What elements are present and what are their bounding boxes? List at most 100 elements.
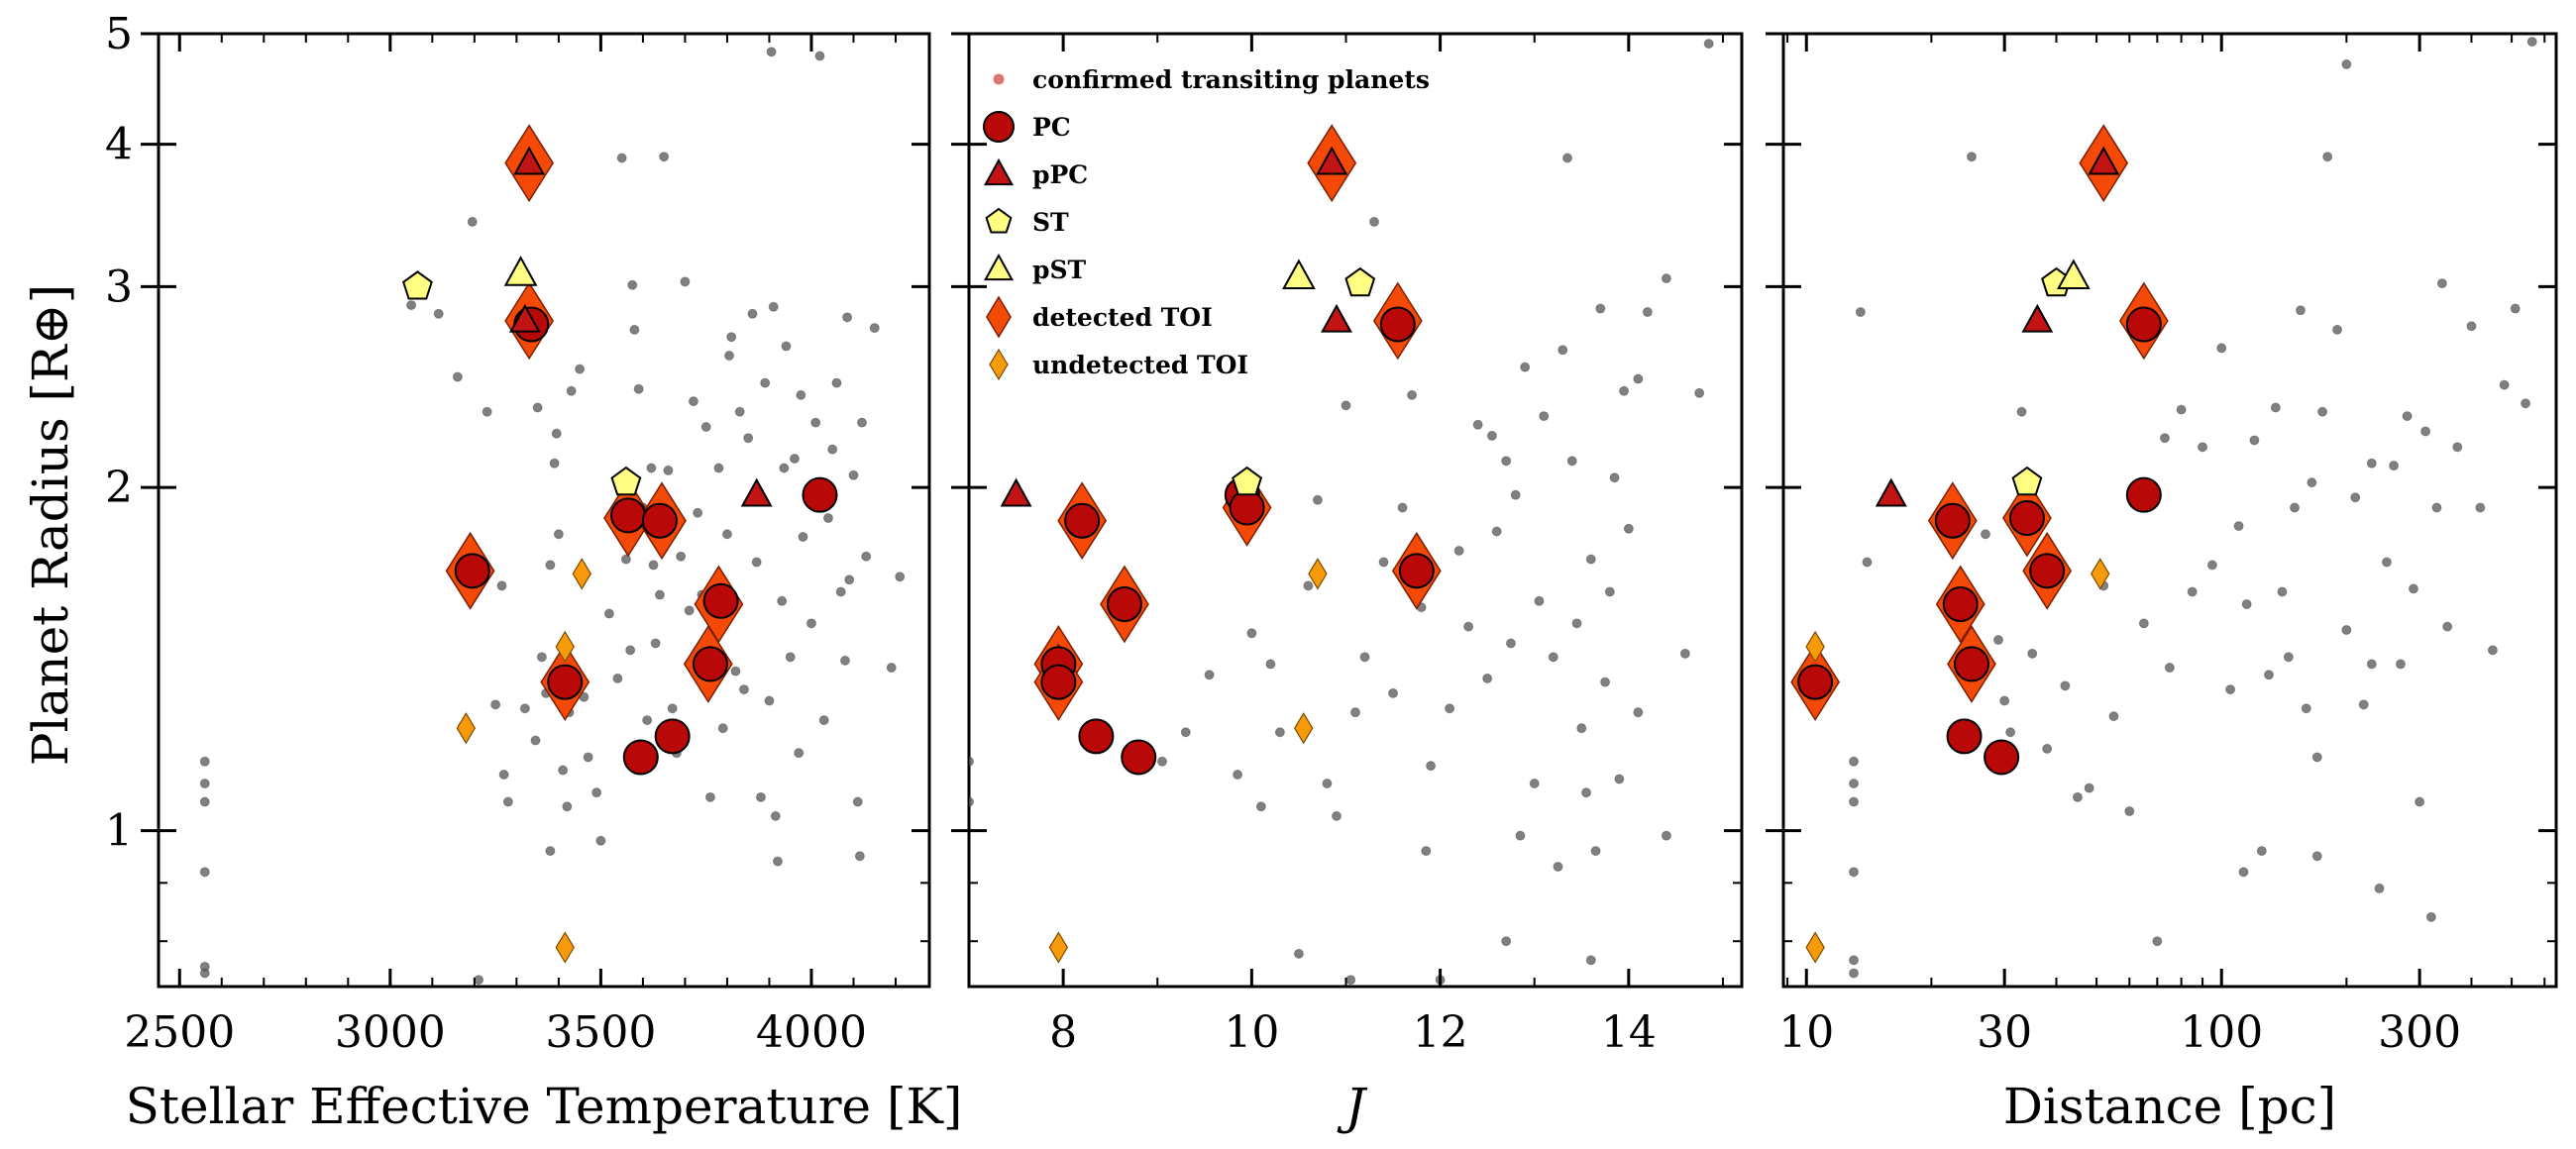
- panel-2-ppc-point-0: [1000, 477, 1032, 507]
- panel-3-confirmed-transiting-planets-point-42: [2295, 305, 2306, 316]
- panel-1-confirmed-transiting-planets-point-33: [591, 787, 602, 798]
- panel-1-confirmed-transiting-planets-point-36: [612, 673, 623, 683]
- panel-1-confirmed-transiting-planets-point-77: [768, 301, 779, 312]
- panel-2-pc-point-5: [1121, 739, 1157, 776]
- panel-2-confirmed-transiting-planets-point-44: [1566, 456, 1577, 467]
- panel-1-pc-point-6: [692, 646, 728, 682]
- panel-1-confirmed-transiting-planets-point-12: [482, 406, 492, 417]
- panel-2-confirmed-transiting-planets-point-27: [1445, 703, 1455, 714]
- panel-3-confirmed-transiting-planets-point-50: [2350, 492, 2361, 503]
- legend-entry-st: ST: [985, 207, 1069, 237]
- legend-entry-undetected-toi: undetected TOI: [989, 348, 1248, 381]
- panel-3-confirmed-transiting-planets-point-71: [2521, 398, 2531, 409]
- panel-3-confirmed-transiting-planets-point-57: [2402, 411, 2413, 422]
- panel-3-confirmed-transiting-planets-point-36: [2256, 846, 2267, 857]
- panel-1-confirmed-transiting-planets-point-84: [789, 453, 800, 464]
- panel-1-confirmed-transiting-planets-point-51: [667, 703, 678, 714]
- panel-3-pc-point-1: [1934, 502, 1971, 539]
- panel-1-confirmed-transiting-planets-point-29: [566, 385, 577, 396]
- panel-1-st-point-0: [402, 270, 433, 300]
- panel-1-ppc-point-2: [740, 477, 773, 507]
- legend-marker-ppc: [984, 157, 1014, 186]
- legend-label-confirmed-transiting-planets: confirmed transiting planets: [1032, 65, 1430, 94]
- panel-1-pc-point-1: [454, 553, 490, 589]
- panel-2-confirmed-transiting-planets-point-53: [1609, 472, 1620, 483]
- panel-3-confirmed-transiting-planets-point-11: [1999, 695, 2010, 706]
- panel-2-confirmed-transiting-planets-point-2: [1157, 756, 1167, 767]
- panel-3-confirmed-transiting-planets-point-68: [2487, 645, 2498, 656]
- panel-1-pc-point-8: [622, 739, 659, 776]
- legend-label-undetected-toi: undetected TOI: [1032, 351, 1248, 379]
- panel-3-confirmed-transiting-planets-point-6: [1855, 307, 1866, 318]
- panel-2-confirmed-transiting-planets-point-36: [1510, 489, 1521, 500]
- panel-2-confirmed-transiting-planets-point-32: [1486, 430, 1497, 441]
- panel-3-frame: [1781, 32, 2558, 989]
- panel-1-confirmed-transiting-planets-point-1: [199, 779, 210, 789]
- panel-2-confirmed-transiting-planets-point-11: [1303, 580, 1314, 591]
- panel-1-confirmed-transiting-planets-point-76: [766, 47, 777, 57]
- panel-1-xtick-label-3: 4000: [756, 1007, 867, 1058]
- panel-1-confirmed-transiting-planets-point-97: [839, 655, 850, 666]
- panel-2-confirmed-transiting-planets-point-10: [1293, 948, 1304, 959]
- panel-2-confirmed-transiting-planets-point-69: [1345, 975, 1356, 986]
- panel-2-confirmed-transiting-planets-point-14: [1331, 810, 1342, 821]
- panel-2-pc-point-4: [1078, 718, 1115, 755]
- panel-3-confirmed-transiting-planets-point-21: [2108, 711, 2119, 722]
- panel-2-confirmed-transiting-planets-point-7: [1255, 801, 1266, 812]
- panel-2-confirmed-transiting-planets-point-6: [1246, 628, 1257, 639]
- panel-3-confirmed-transiting-planets-point-75: [2238, 867, 2249, 878]
- panel-1-confirmed-transiting-planets-point-66: [726, 332, 737, 343]
- panel-2-confirmed-transiting-planets-point-45: [1571, 618, 1582, 629]
- panel-2-confirmed-transiting-planets-point-33: [1491, 526, 1502, 537]
- panel-2-confirmed-transiting-planets-point-63: [1633, 707, 1644, 718]
- panel-2-confirmed-transiting-planets-point-28: [1453, 546, 1464, 557]
- panel-3-pc-point-5: [1953, 646, 1989, 682]
- panel-2-confirmed-transiting-planets-point-15: [1341, 400, 1351, 411]
- panel-2-confirmed-transiting-planets-point-67: [1585, 955, 1596, 966]
- panel-3-undetected-toi-point-0: [2091, 558, 2110, 590]
- panel-3-pc-point-4: [2029, 553, 2066, 589]
- panel-3-confirmed-transiting-planets-point-69: [2499, 379, 2510, 390]
- panel-3-confirmed-transiting-planets-point-10: [1992, 635, 2003, 646]
- panel-1-confirmed-transiting-planets-point-9: [452, 371, 463, 382]
- panel-2-confirmed-transiting-planets-point-65: [1501, 936, 1512, 947]
- panel-1-confirmed-transiting-planets-point-75: [764, 695, 775, 706]
- panel-2-confirmed-transiting-planets-point-41: [1548, 652, 1558, 663]
- panel-1-confirmed-transiting-planets-point-34: [595, 835, 606, 846]
- panel-3-confirmed-transiting-planets-point-1: [1848, 779, 1859, 789]
- panel-3-ppc-point-1: [2021, 303, 2054, 333]
- panel-1-confirmed-transiting-planets-point-82: [781, 341, 792, 352]
- panel-2-confirmed-transiting-planets-point-47: [1581, 787, 1592, 798]
- panel-2-pc-point-0: [1064, 502, 1101, 539]
- panel-1-confirmed-transiting-planets-point-104: [861, 551, 872, 562]
- y-tick-label-1: 2: [105, 463, 133, 513]
- panel-3-confirmed-transiting-planets-point-51: [2358, 699, 2369, 710]
- panel-2-xtick-label-3: 14: [1601, 1007, 1657, 1058]
- legend-marker-confirmed-transiting-planets: [993, 73, 1005, 85]
- legend-entry-confirmed-transiting-planets: confirmed transiting planets: [993, 65, 1430, 94]
- panel-2-xtick-label-2: 12: [1413, 1007, 1468, 1058]
- panel-2-confirmed-transiting-planets-point-64: [1661, 830, 1671, 841]
- panel-3-confirmed-transiting-planets-point-14: [2027, 648, 2038, 659]
- panel-3-confirmed-transiting-planets-point-73: [2341, 58, 2352, 69]
- legend-marker-st: [985, 207, 1013, 234]
- panel-1-confirmed-transiting-planets-point-55: [684, 605, 695, 616]
- panel-1-confirmed-transiting-planets-point-8: [433, 308, 444, 319]
- panel-2-confirmed-transiting-planets-point-21: [1397, 502, 1408, 513]
- panel-1-confirmed-transiting-planets-point-56: [688, 396, 698, 407]
- panel-1-confirmed-transiting-planets-point-67: [730, 666, 741, 677]
- panel-3-confirmed-transiting-planets-point-45: [2311, 851, 2322, 862]
- panel-2-undetected-toi-point-2: [1048, 931, 1069, 964]
- panel-3-confirmed-transiting-planets-point-29: [2198, 442, 2208, 453]
- panel-3-confirmed-transiting-planets-point-46: [2317, 406, 2328, 417]
- panel-2-st-point-0: [1232, 466, 1263, 496]
- panel-1-pc-point-4: [802, 476, 838, 513]
- panel-1-confirmed-transiting-planets-point-100: [848, 470, 859, 480]
- panel-3-confirmed-transiting-planets-point-64: [2442, 621, 2453, 632]
- panel-1-confirmed-transiting-planets-point-102: [854, 851, 865, 862]
- panel-3-confirmed-transiting-planets-point-72: [2526, 37, 2537, 48]
- panel-3-confirmed-transiting-planets-point-48: [2332, 324, 2343, 335]
- panel-1-undetected-toi-point-0: [456, 711, 477, 745]
- panel-1-confirmed-transiting-planets-point-98: [842, 312, 853, 323]
- panel-1-confirmed-transiting-planets-point-81: [779, 463, 790, 473]
